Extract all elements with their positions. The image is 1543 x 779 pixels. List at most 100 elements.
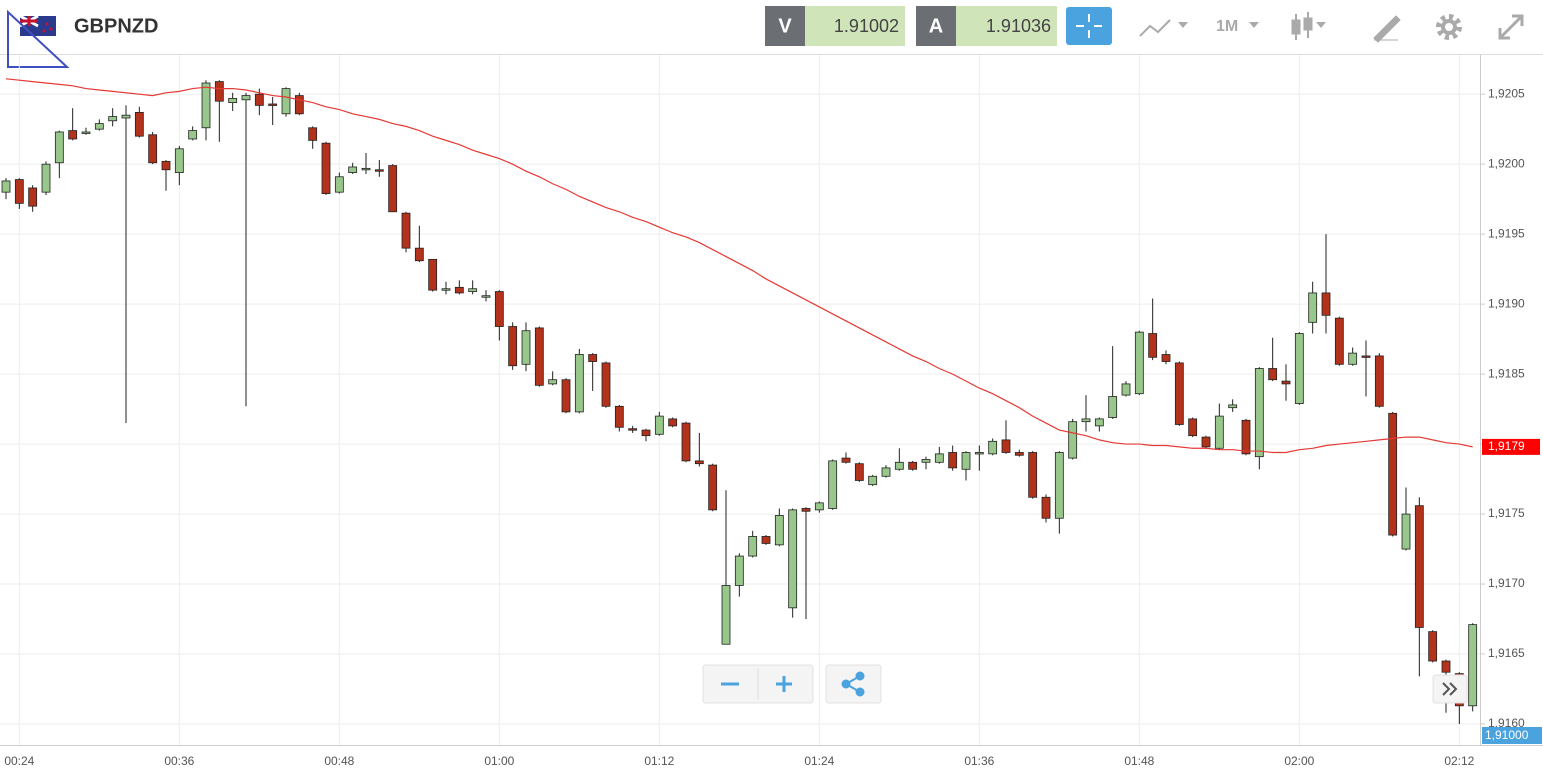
fullscreen-button[interactable] [1498,14,1524,40]
candle-body [1201,436,1211,448]
candle-body [374,169,384,172]
y-tick-label: 1,9165 [1488,646,1525,660]
candle-body [1108,396,1118,418]
candle-body [1334,317,1344,365]
dropdown-arrow [1316,22,1326,28]
candle-body [788,509,798,609]
candle-body [628,428,638,431]
candle-body [414,247,424,262]
scroll-end-icon [1442,682,1458,696]
timeframe-button[interactable]: 1M [1216,18,1238,35]
candle-body [494,291,504,327]
y-tick-label: 1,9200 [1488,156,1525,170]
buy-box[interactable] [956,6,1057,46]
candle-body [1308,292,1318,323]
candle-body [68,130,78,140]
candle-body [1414,505,1424,628]
candle-body [708,464,718,511]
candle-body [54,131,64,164]
candle-body [201,82,211,129]
settings-button[interactable] [1436,14,1462,40]
candle-body [1174,362,1184,425]
candle-body [881,467,891,477]
candle-body [334,176,344,193]
candle-body [1468,624,1478,707]
drawing-triangle [7,9,70,68]
moving-average [5,78,1473,454]
price-label-box [1482,727,1542,744]
sell-box[interactable] [805,6,905,46]
draw-button[interactable] [1373,15,1401,43]
candle-body [148,134,158,164]
candle-body [828,460,838,509]
candle-body [614,405,624,428]
candle-body [1094,418,1104,427]
candle-body [214,81,224,102]
crosshair-icon [1076,14,1102,38]
candle-body [761,536,771,544]
symbol: GBPNZD [74,15,158,37]
x-tick-label: 00:36 [164,754,194,768]
candle-body [668,418,678,427]
x-tick-label: 00:24 [4,754,34,768]
y-tick-label: 1,9160 [1488,716,1525,730]
candle-body [361,167,371,171]
candle-body [694,460,704,465]
candle-body [574,354,584,413]
candle-body [1214,415,1224,449]
candle-body [1441,660,1451,673]
y-tick-label: 1,9170 [1488,576,1525,590]
x-tick-label: 02:00 [1284,754,1314,768]
sell-label: V [778,15,792,37]
sell-tag[interactable] [765,6,805,46]
candle-body [468,288,478,292]
zoom-in-button[interactable] [776,676,792,692]
candle-body [774,515,784,546]
candle-body [1081,418,1091,423]
price-label: 1,91000 [1485,728,1529,742]
candle-body [294,95,304,115]
candle-body [388,165,398,213]
candle-body [908,461,918,470]
candle-body [868,475,878,486]
candle-body [734,555,744,586]
crosshair-button[interactable] [1066,7,1112,45]
flag [19,14,56,36]
candle-body [428,258,438,291]
chart-type-button[interactable] [1139,19,1171,37]
candle-body [41,163,51,193]
candle-body [841,457,851,463]
candles-button[interactable] [1291,12,1313,40]
buy-label: A [929,15,943,37]
candle-body [561,379,571,413]
candle-body [1001,439,1011,453]
candle-body [894,461,904,470]
candle-body [1428,631,1438,662]
candle-body [188,130,198,140]
buy-tag[interactable] [916,6,956,46]
candle-body [921,459,931,463]
candle-body [641,429,651,437]
candle-body [281,88,291,115]
x-tick-label: 01:00 [484,754,514,768]
candle-body [801,508,811,512]
dropdown-arrow [1178,22,1188,28]
y-tick-label: 1,9185 [1488,366,1525,380]
candle-body [81,131,91,134]
x-tick-label: 01:12 [644,754,674,768]
candle-body [321,142,331,194]
candle-body [454,286,464,294]
candle-body [241,95,251,101]
candle-body [108,116,118,122]
x-tick-label: 00:48 [324,754,354,768]
share-button[interactable] [841,671,865,697]
candle-body [1374,355,1384,407]
candle-body [1401,513,1411,550]
x-tick-label: 01:36 [964,754,994,768]
candle-body [28,187,38,207]
candle-body [1348,352,1358,365]
candle-body [1054,452,1064,519]
candle-body [1294,333,1304,404]
candle-body [1068,421,1078,459]
